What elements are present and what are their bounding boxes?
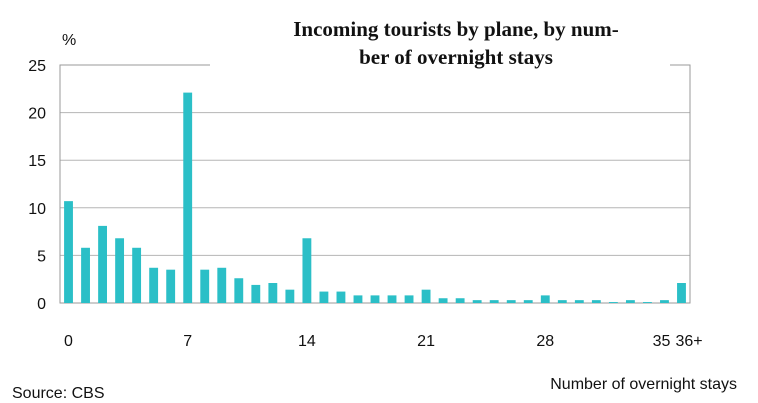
bar <box>234 278 244 303</box>
bar <box>268 283 278 303</box>
x-axis-label: Number of overnight stays <box>550 376 737 393</box>
title-background <box>210 12 670 76</box>
y-tick-label: 15 <box>28 153 46 170</box>
plot-frame <box>59 64 691 304</box>
y-tick-labels: 0 5 10 15 20 25 <box>28 58 46 313</box>
x-tick-label: 21 <box>417 333 435 350</box>
bar <box>200 269 210 303</box>
bar <box>472 300 482 303</box>
x-tick-label: 35 <box>653 333 671 350</box>
bar <box>438 298 448 303</box>
bar <box>115 238 125 303</box>
chart-title-line-1: Incoming tourists by plane, by num- <box>293 17 619 41</box>
grid-lines <box>60 112 690 256</box>
bar <box>336 291 346 303</box>
bar <box>285 289 295 303</box>
bar <box>404 295 414 303</box>
bar <box>387 295 397 303</box>
chart-title-line-2: ber of overnight stays <box>359 45 553 69</box>
y-tick-label: 5 <box>37 248 46 265</box>
bar <box>132 247 142 303</box>
bar <box>608 302 618 303</box>
bar <box>302 238 312 303</box>
y-tick-label: 25 <box>28 58 46 75</box>
y-tick-label: 0 <box>37 296 46 313</box>
bar <box>506 300 516 303</box>
bar <box>81 247 90 303</box>
bar <box>625 300 635 303</box>
bars <box>64 92 686 303</box>
bar <box>540 295 550 303</box>
bar <box>183 92 193 303</box>
x-tick-label: 7 <box>183 333 192 350</box>
bar <box>557 300 567 303</box>
bar <box>149 267 159 303</box>
bar <box>98 225 107 303</box>
x-tick-label: 14 <box>298 333 316 350</box>
bar <box>591 300 601 303</box>
bar <box>523 300 533 303</box>
bar <box>455 298 465 303</box>
x-tick-label: 0 <box>64 333 73 350</box>
bar <box>489 300 499 303</box>
bar <box>660 300 669 303</box>
bar <box>217 267 227 303</box>
bar <box>421 289 431 303</box>
bar <box>353 295 363 303</box>
bar <box>677 283 686 303</box>
x-tick-labels: 0 7 14 21 28 35 36+ <box>64 333 703 350</box>
bar <box>643 302 652 303</box>
x-tick-label: 28 <box>536 333 554 350</box>
bar <box>166 269 176 303</box>
x-tick-label: 36+ <box>675 333 702 350</box>
y-tick-label: 20 <box>28 106 46 123</box>
bar <box>251 284 261 303</box>
y-tick-label: 10 <box>28 201 46 218</box>
bar <box>574 300 584 303</box>
bar <box>319 291 329 303</box>
bar <box>370 295 380 303</box>
source-note: Source: CBS <box>12 385 104 402</box>
y-axis-label: % <box>62 32 76 49</box>
bar <box>64 201 73 303</box>
